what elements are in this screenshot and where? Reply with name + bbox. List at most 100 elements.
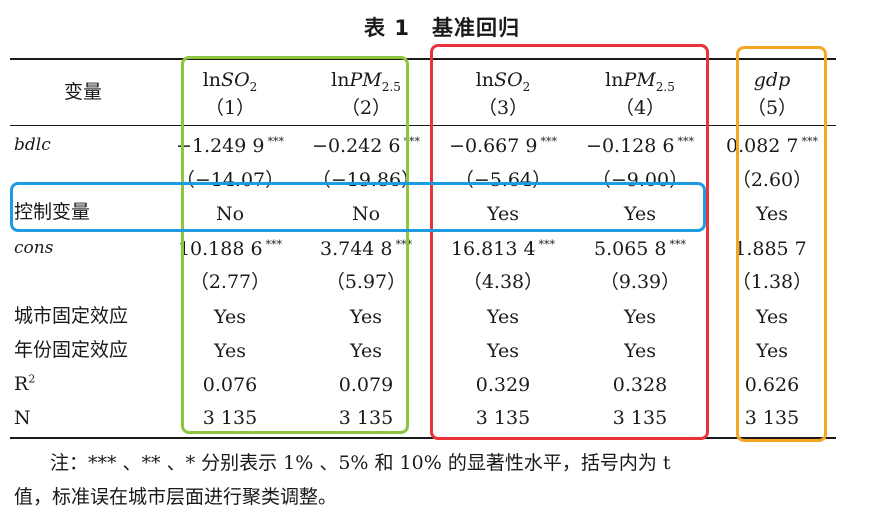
n-cell-col-2: 3 135 <box>339 406 393 430</box>
column-header-subscript: 2.5 <box>381 79 401 94</box>
column-number-2: （2） <box>340 97 392 119</box>
n-cell-col-5: 3 135 <box>745 406 799 430</box>
cons-tstat-value: （1.38） <box>731 271 813 293</box>
controls-cell-col-5: Yes <box>756 202 788 226</box>
year-fe-cell-value: Yes <box>214 340 246 362</box>
column-header-variable: PM <box>623 69 656 91</box>
significance-stars: *** <box>538 237 556 251</box>
n-cell-value: 3 135 <box>338 407 394 429</box>
column-header-4: lnPM2.5 <box>605 68 675 93</box>
table-caption: 基准回归 <box>431 16 520 40</box>
cons-coef-value: 5.065 8 <box>593 238 667 260</box>
significance-stars: *** <box>801 134 819 148</box>
significance-stars: *** <box>669 237 687 251</box>
row-label-bdlc: bdlc <box>14 135 51 155</box>
r2-cell-value: 0.076 <box>202 374 258 396</box>
r2-label-sup: 2 <box>28 372 36 386</box>
bdlc-coef-col-1: −1.249 9 *** <box>176 134 284 158</box>
bdlc-tstat-value: （2.60） <box>731 169 813 191</box>
year-fe-cell-col-4: Yes <box>624 339 656 363</box>
year-fe-cell-value: Yes <box>624 340 656 362</box>
significance-stars: *** <box>265 237 283 251</box>
r2-cell-col-3: 0.329 <box>476 373 530 397</box>
city-fe-cell-value: Yes <box>624 306 656 328</box>
column-header-prefix: ln <box>331 69 350 91</box>
city-fe-cell-col-1: Yes <box>214 305 246 329</box>
r2-label-text: R <box>14 373 29 395</box>
column-header-1: lnSO2 <box>203 68 258 94</box>
controls-cell-col-4: Yes <box>624 202 656 226</box>
significance-stars: *** <box>540 134 557 148</box>
cons-tstat-col-3: （4.38） <box>463 270 543 294</box>
cons-coef-col-2: 3.744 8 *** <box>320 237 412 261</box>
row-label-cons: cons <box>14 238 54 258</box>
city-fe-cell-value: Yes <box>487 306 519 328</box>
table-title: 表 1 基准回归 <box>0 12 884 42</box>
column-header-variable: SO <box>221 69 250 91</box>
note-line-1: 注：*** 、** 、* 分别表示 1% 、5% 和 10% 的显著性水平，括号… <box>50 452 671 474</box>
r2-cell-col-1: 0.076 <box>203 373 257 397</box>
column-header-variable: PM <box>349 69 382 91</box>
year-fe-cell-col-5: Yes <box>756 339 788 363</box>
bdlc-coef-value: −0.667 9 <box>449 135 538 157</box>
significance-stars: *** <box>677 134 694 148</box>
n-cell-col-4: 3 135 <box>613 406 667 430</box>
cons-tstat-value: （4.38） <box>462 271 544 293</box>
column-header-prefix: ln <box>475 69 495 91</box>
blue-highlight-box <box>10 182 706 232</box>
column-header-5: gdp <box>754 68 791 92</box>
bdlc-coef-value: 0.082 7 <box>725 135 799 157</box>
variable-header: 变量 <box>64 81 103 103</box>
year-fe-cell-col-1: Yes <box>214 339 246 363</box>
bdlc-tstat-col-5: （2.60） <box>732 168 812 192</box>
controls-cell-col-2: No <box>352 202 380 226</box>
r2-cell-value: 0.329 <box>475 374 531 396</box>
bottom-rule <box>10 437 836 439</box>
city-fe-cell-col-3: Yes <box>487 305 519 329</box>
top-rule <box>10 58 836 60</box>
cons-tstat-col-2: （5.97） <box>326 270 406 294</box>
column-header-prefix: ln <box>605 69 624 91</box>
n-cell-value: 3 135 <box>202 407 258 429</box>
cons-coef-value: 10.188 6 <box>177 238 263 260</box>
bdlc-coef-col-2: −0.242 6 *** <box>312 134 420 158</box>
n-cell-value: 3 135 <box>475 407 531 429</box>
table-note: 注：*** 、** 、* 分别表示 1% 、5% 和 10% 的显著性水平，括号… <box>14 446 834 514</box>
column-header-subscript: 2 <box>522 79 531 94</box>
column-header-2: lnPM2.5 <box>331 68 401 94</box>
year-fe-cell-col-2: Yes <box>350 339 382 363</box>
column-header-variable: gdp <box>753 69 791 91</box>
column-header-variable: SO <box>494 69 523 91</box>
bdlc-tstat-col-1: （−14.07） <box>176 168 284 192</box>
column-number-3: （3） <box>477 97 529 119</box>
n-cell-col-3: 3 135 <box>476 406 530 430</box>
controls-cell-value: Yes <box>624 203 656 225</box>
row-label-controls: 控制变量 <box>14 201 91 223</box>
bdlc-coef-col-4: −0.128 6 *** <box>586 134 694 158</box>
bdlc-coef-col-3: −0.667 9 *** <box>449 134 557 158</box>
controls-cell-value: No <box>351 203 381 225</box>
cons-tstat-col-4: （9.39） <box>600 270 680 294</box>
note-line-2: 值，标准误在城市层面进行聚类调整。 <box>14 486 338 508</box>
cons-coef-value: 1.885 7 <box>734 238 807 260</box>
city-fe-cell-value: Yes <box>214 306 246 328</box>
r2-cell-value: 0.328 <box>612 374 668 396</box>
green-highlight-box <box>181 56 409 434</box>
city-fe-cell-col-2: Yes <box>350 305 382 329</box>
controls-cell-col-3: Yes <box>487 202 519 226</box>
controls-cell-col-1: No <box>216 202 244 226</box>
significance-stars: *** <box>395 237 413 251</box>
cons-coef-col-5: 1.885 7 <box>734 237 810 261</box>
orange-highlight-box <box>736 46 827 442</box>
r2-cell-value: 0.626 <box>744 374 800 396</box>
cons-coef-value: 3.744 8 <box>319 238 393 260</box>
row-label-year-fe: 年份固定效应 <box>14 339 129 361</box>
column-number-1: （1） <box>204 97 256 119</box>
column-header-subscript: 2 <box>249 79 258 94</box>
bdlc-coef-value: −1.249 9 <box>176 135 265 157</box>
cons-coef-col-1: 10.188 6 *** <box>178 237 282 261</box>
bdlc-tstat-value: （−19.86） <box>311 169 421 191</box>
r2-cell-col-5: 0.626 <box>745 373 799 397</box>
year-fe-cell-col-3: Yes <box>487 339 519 363</box>
cons-coef-value: 16.813 4 <box>450 238 536 260</box>
